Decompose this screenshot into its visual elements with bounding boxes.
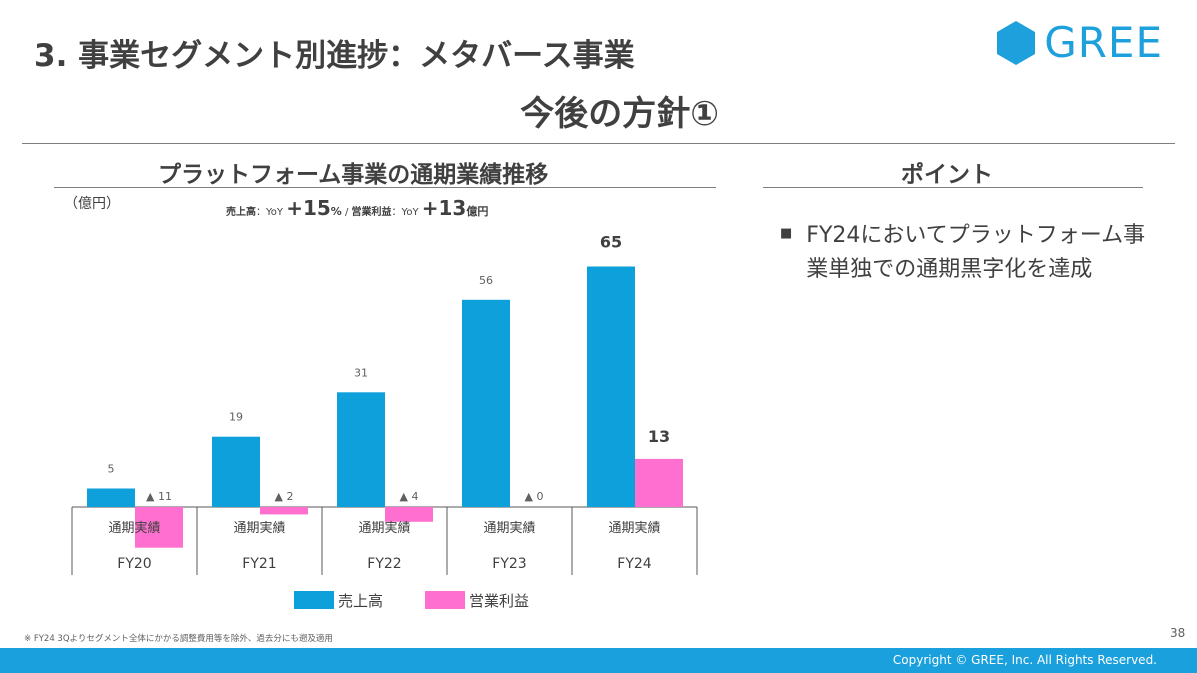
sales-value-label: 5 (108, 463, 115, 476)
sales-value-label: 56 (479, 274, 493, 287)
page-title: 3. 事業セグメント別進捗：メタバース事業 (34, 38, 635, 74)
yoy-separator: / (341, 207, 352, 218)
sales-bar (462, 299, 510, 507)
op-bar (635, 458, 683, 507)
yoy-sales-unit: % (330, 205, 342, 218)
legend-label-sales: 売上高 (338, 592, 383, 610)
sales-bar (212, 436, 260, 507)
category-sublabel: 通期実績 (358, 520, 410, 536)
logo-text: GREE (1044, 18, 1163, 67)
category-sublabel: 通期実績 (483, 520, 535, 536)
op-value-label: ▲ 11 (146, 490, 172, 503)
sales-bar (87, 488, 135, 507)
op-bar (260, 507, 308, 515)
sales-value-label: 65 (600, 233, 622, 252)
yoy-op-unit: 億円 (466, 205, 489, 218)
legend-label-op: 営業利益 (469, 592, 529, 610)
gree-logo: GREE (996, 18, 1163, 67)
chart-section-divider (54, 187, 716, 188)
sales-bar (337, 392, 385, 507)
footnote: ※ FY24 3Qよりセグメント全体にかかる調整費用等を除外、過去分にも遡及適用 (24, 634, 333, 644)
yoy-op-value: +13 (421, 196, 467, 220)
category-label: FY21 (242, 556, 276, 572)
sales-value-label: 19 (229, 411, 243, 424)
category-sublabel: 通期実績 (608, 520, 660, 536)
yoy-summary: 売上高：YoY +15% / 営業利益：YoY +13億円 (226, 196, 488, 220)
page-subtitle: 今後の方針① (520, 94, 719, 134)
category-label: FY23 (492, 556, 526, 572)
category-sublabel: 通期実績 (108, 520, 160, 536)
bullet-marker-icon: ■ (780, 226, 793, 241)
copyright: Copyright © GREE, Inc. All Rights Reserv… (892, 653, 1157, 667)
op-value-label: ▲ 4 (400, 490, 419, 503)
op-value-label: 13 (648, 427, 670, 446)
legend-swatch-sales (294, 591, 334, 609)
yoy-op-label: 営業利益 (351, 207, 392, 218)
page-number: 38 (1170, 626, 1186, 640)
yoy-sales-value: +15 (286, 196, 331, 220)
chart-section-title: プラットフォーム事業の通期業績推移 (158, 162, 549, 188)
op-value-label: ▲ 2 (275, 490, 294, 503)
header-divider (22, 143, 1175, 144)
yoy-label: ：YoY (256, 207, 287, 218)
category-sublabel: 通期実績 (233, 520, 285, 536)
footer-bar: Copyright © GREE, Inc. All Rights Reserv… (0, 648, 1197, 673)
yoy-label-2: ：YoY (391, 207, 422, 218)
yoy-sales-label: 売上高 (226, 207, 256, 218)
op-bar (385, 507, 433, 522)
point-section-divider (763, 187, 1143, 188)
legend-swatch-op (425, 591, 465, 609)
op-value-label: ▲ 0 (525, 490, 544, 503)
sales-value-label: 31 (354, 366, 368, 379)
bar-chart: 5 ▲ 11 通期実績 FY20 19 ▲ 2 通期実績 FY21 31 ▲ 4 通期実績 FY22 5… (71, 233, 698, 610)
hexagon-logo-icon (997, 20, 1036, 65)
category-label: FY20 (117, 556, 151, 572)
unit-label: （億円） (64, 196, 120, 212)
sales-bar (587, 266, 635, 507)
category-label: FY22 (367, 556, 401, 572)
op-bar (135, 507, 183, 548)
category-label: FY24 (617, 556, 652, 572)
point-text: FY24においてプラットフォーム事業単独での通期黒字化を達成 (806, 223, 1146, 282)
point-section-title: ポイント (901, 162, 993, 188)
point-bullet: ■ FY24においてプラットフォーム事業単独での通期黒字化を達成 (780, 219, 1150, 287)
